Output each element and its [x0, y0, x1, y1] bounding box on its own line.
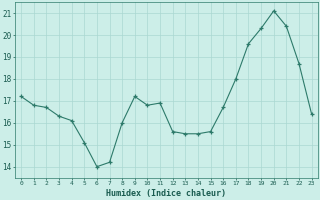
X-axis label: Humidex (Indice chaleur): Humidex (Indice chaleur) — [106, 189, 226, 198]
